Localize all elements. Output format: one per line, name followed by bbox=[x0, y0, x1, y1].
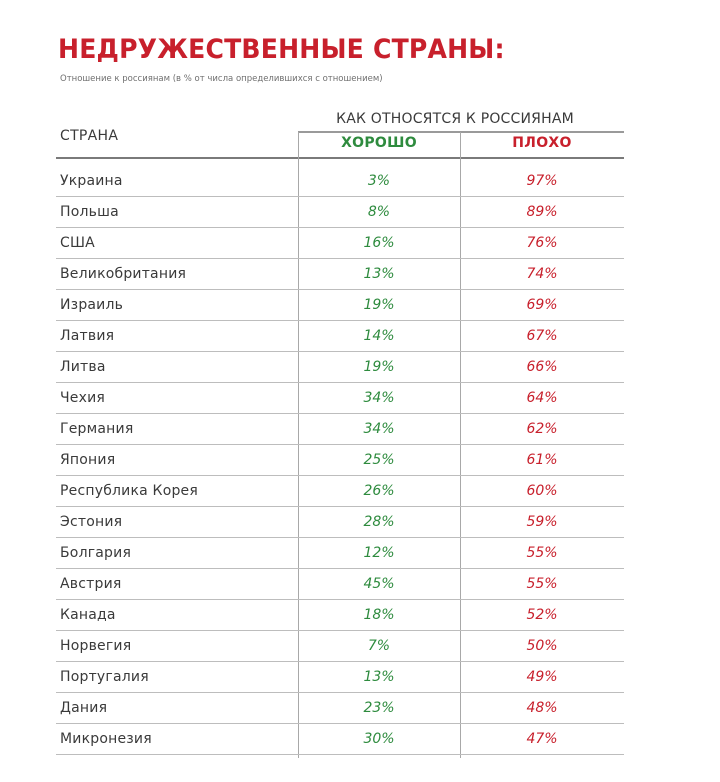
good-percent-cell: 23% bbox=[363, 700, 395, 716]
table-row: Германия 34% 62% bbox=[56, 414, 624, 445]
bad-percent-cell: 62% bbox=[526, 421, 558, 437]
column-header-good: ХОРОШО bbox=[341, 135, 417, 151]
good-percent-cell: 34% bbox=[363, 390, 395, 406]
good-percent-cell: 28% bbox=[363, 514, 395, 530]
table-row: Израиль 19% 69% bbox=[56, 290, 624, 321]
table-row: Украина 3% 97% bbox=[56, 166, 624, 197]
bad-percent-cell: 89% bbox=[526, 204, 558, 220]
country-cell: Микронезия bbox=[60, 731, 152, 747]
table-row: Дания 23% 48% bbox=[56, 693, 624, 724]
bad-percent-cell: 74% bbox=[526, 266, 558, 282]
good-percent-cell: 16% bbox=[363, 235, 395, 251]
bad-percent-cell: 49% bbox=[526, 669, 558, 685]
country-cell: Австрия bbox=[60, 576, 122, 592]
column-group-header: КАК ОТНОСЯТСЯ К РОССИЯНАМ bbox=[336, 111, 574, 127]
bad-percent-cell: 61% bbox=[526, 452, 558, 468]
good-percent-cell: 19% bbox=[363, 297, 395, 313]
table-row: Австрия 45% 55% bbox=[56, 569, 624, 600]
column-divider-left bbox=[298, 132, 299, 758]
group-header-divider bbox=[298, 131, 624, 133]
country-cell: Польша bbox=[60, 204, 119, 220]
country-cell: Япония bbox=[60, 452, 116, 468]
good-percent-cell: 12% bbox=[363, 545, 395, 561]
good-percent-cell: 7% bbox=[367, 638, 391, 654]
country-cell: Израиль bbox=[60, 297, 124, 313]
page-title: НЕДРУЖЕСТВЕННЫЕ СТРАНЫ: bbox=[58, 34, 505, 65]
bad-percent-cell: 55% bbox=[526, 576, 558, 592]
bad-percent-cell: 97% bbox=[526, 173, 558, 189]
country-cell: США bbox=[60, 235, 95, 251]
good-percent-cell: 25% bbox=[363, 452, 395, 468]
bad-percent-cell: 66% bbox=[526, 359, 558, 375]
page-subtitle: Отношение к россиянам (в % от числа опре… bbox=[60, 74, 383, 84]
good-percent-cell: 26% bbox=[363, 483, 395, 499]
country-cell: Норвегия bbox=[60, 638, 132, 654]
good-percent-cell: 13% bbox=[363, 266, 395, 282]
bad-percent-cell: 55% bbox=[526, 545, 558, 561]
country-cell: Чехия bbox=[60, 390, 106, 406]
country-cell: Португалия bbox=[60, 669, 149, 685]
good-percent-cell: 3% bbox=[367, 173, 391, 189]
bad-percent-cell: 60% bbox=[526, 483, 558, 499]
bad-percent-cell: 47% bbox=[526, 731, 558, 747]
column-header-bad: ПЛОХО bbox=[512, 135, 572, 151]
good-percent-cell: 18% bbox=[363, 607, 395, 623]
bad-percent-cell: 59% bbox=[526, 514, 558, 530]
bad-percent-cell: 50% bbox=[526, 638, 558, 654]
country-cell: Республика Корея bbox=[60, 483, 198, 499]
good-percent-cell: 45% bbox=[363, 576, 395, 592]
table-row: Япония 25% 61% bbox=[56, 445, 624, 476]
table-row: Республика Корея 26% 60% bbox=[56, 476, 624, 507]
country-cell: Эстония bbox=[60, 514, 123, 530]
table-row: Португалия 13% 49% bbox=[56, 662, 624, 693]
table-row: Литва 19% 66% bbox=[56, 352, 624, 383]
header-bottom-rule bbox=[56, 157, 624, 159]
table-body: Украина 3% 97% Польша 8% 89% США 16% 76% Великобр… bbox=[56, 166, 624, 755]
good-percent-cell: 30% bbox=[363, 731, 395, 747]
country-cell: Германия bbox=[60, 421, 134, 437]
country-cell: Украина bbox=[60, 173, 123, 189]
table-row: США 16% 76% bbox=[56, 228, 624, 259]
good-percent-cell: 13% bbox=[363, 669, 395, 685]
country-cell: Дания bbox=[60, 700, 108, 716]
table-row: Эстония 28% 59% bbox=[56, 507, 624, 538]
table-row: Микронезия 30% 47% bbox=[56, 724, 624, 755]
table-row: Латвия 14% 67% bbox=[56, 321, 624, 352]
good-percent-cell: 8% bbox=[367, 204, 391, 220]
table-row: Великобритания 13% 74% bbox=[56, 259, 624, 290]
bad-percent-cell: 48% bbox=[526, 700, 558, 716]
column-header-country: СТРАНА bbox=[60, 128, 119, 144]
bad-percent-cell: 76% bbox=[526, 235, 558, 251]
bad-percent-cell: 64% bbox=[526, 390, 558, 406]
bad-percent-cell: 52% bbox=[526, 607, 558, 623]
bad-percent-cell: 69% bbox=[526, 297, 558, 313]
table-row: Болгария 12% 55% bbox=[56, 538, 624, 569]
bad-percent-cell: 67% bbox=[526, 328, 558, 344]
country-cell: Литва bbox=[60, 359, 106, 375]
table-row: Канада 18% 52% bbox=[56, 600, 624, 631]
country-cell: Болгария bbox=[60, 545, 132, 561]
country-cell: Латвия bbox=[60, 328, 115, 344]
table-row: Чехия 34% 64% bbox=[56, 383, 624, 414]
column-divider-middle bbox=[460, 132, 461, 758]
country-cell: Канада bbox=[60, 607, 116, 623]
table-row: Норвегия 7% 50% bbox=[56, 631, 624, 662]
table-row: Польша 8% 89% bbox=[56, 197, 624, 228]
good-percent-cell: 14% bbox=[363, 328, 395, 344]
country-cell: Великобритания bbox=[60, 266, 187, 282]
good-percent-cell: 19% bbox=[363, 359, 395, 375]
good-percent-cell: 34% bbox=[363, 421, 395, 437]
